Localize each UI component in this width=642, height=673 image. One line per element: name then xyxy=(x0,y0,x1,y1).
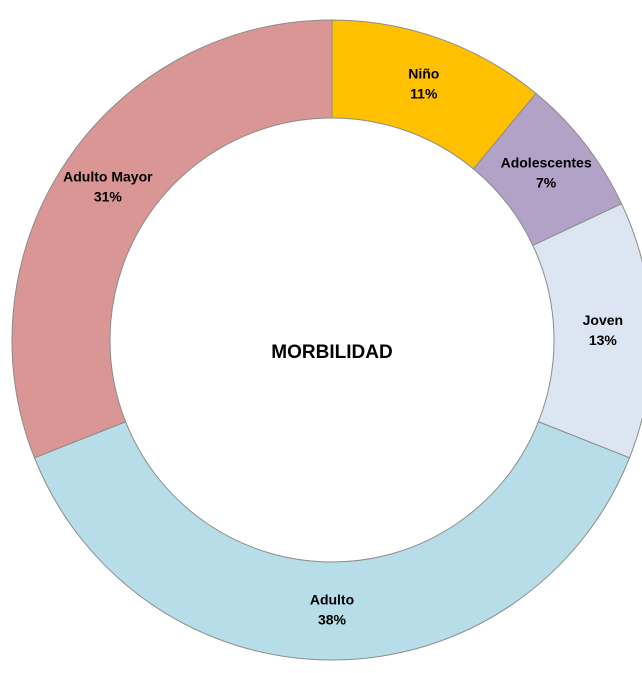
donut-segment xyxy=(33,421,631,661)
segment-label: Adulto xyxy=(310,592,354,608)
segment-value: 31% xyxy=(94,188,123,204)
donut-segment xyxy=(532,203,642,459)
segment-value: 11% xyxy=(410,86,438,102)
segment-label: Joven xyxy=(583,312,623,328)
chart-title: MORBILIDAD xyxy=(271,342,392,363)
segment-value: 38% xyxy=(318,612,347,628)
segment-label: Niño xyxy=(408,66,439,82)
donut-segment xyxy=(11,19,333,459)
segment-value: 13% xyxy=(589,332,618,348)
segment-label: Adulto Mayor xyxy=(63,168,153,184)
segment-value: 7% xyxy=(536,175,557,191)
segment-label: Adolescentes xyxy=(501,155,592,171)
